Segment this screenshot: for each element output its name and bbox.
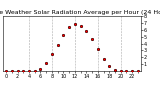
Point — [62, 34, 65, 36]
Point — [96, 48, 99, 50]
Point — [16, 71, 19, 72]
Point — [45, 62, 48, 64]
Point — [91, 39, 93, 40]
Point — [39, 69, 42, 70]
Point — [68, 27, 70, 28]
Point — [85, 30, 88, 32]
Point — [28, 71, 30, 72]
Point — [28, 71, 30, 72]
Point — [120, 70, 122, 72]
Point — [16, 71, 19, 72]
Point — [137, 71, 139, 72]
Point — [68, 27, 70, 28]
Point — [125, 71, 128, 72]
Point — [33, 70, 36, 72]
Point — [102, 58, 105, 60]
Point — [22, 71, 24, 72]
Point — [33, 70, 36, 72]
Point — [79, 25, 82, 27]
Point — [137, 71, 139, 72]
Point — [51, 53, 53, 55]
Point — [5, 71, 7, 72]
Point — [91, 39, 93, 40]
Title: Milwaukee Weather Solar Radiation Average per Hour (24 Hours): Milwaukee Weather Solar Radiation Averag… — [0, 10, 160, 15]
Point — [56, 44, 59, 46]
Point — [96, 48, 99, 50]
Point — [5, 71, 7, 72]
Point — [51, 53, 53, 55]
Point — [131, 71, 133, 72]
Point — [79, 25, 82, 27]
Point — [125, 71, 128, 72]
Point — [62, 34, 65, 36]
Point — [11, 71, 13, 72]
Point — [108, 65, 111, 66]
Point — [108, 65, 111, 66]
Point — [102, 58, 105, 60]
Point — [85, 30, 88, 32]
Point — [11, 71, 13, 72]
Point — [120, 70, 122, 72]
Point — [45, 62, 48, 64]
Point — [74, 23, 76, 25]
Point — [74, 23, 76, 25]
Point — [39, 69, 42, 70]
Point — [114, 70, 116, 71]
Point — [131, 71, 133, 72]
Point — [22, 71, 24, 72]
Point — [114, 70, 116, 71]
Point — [56, 44, 59, 46]
